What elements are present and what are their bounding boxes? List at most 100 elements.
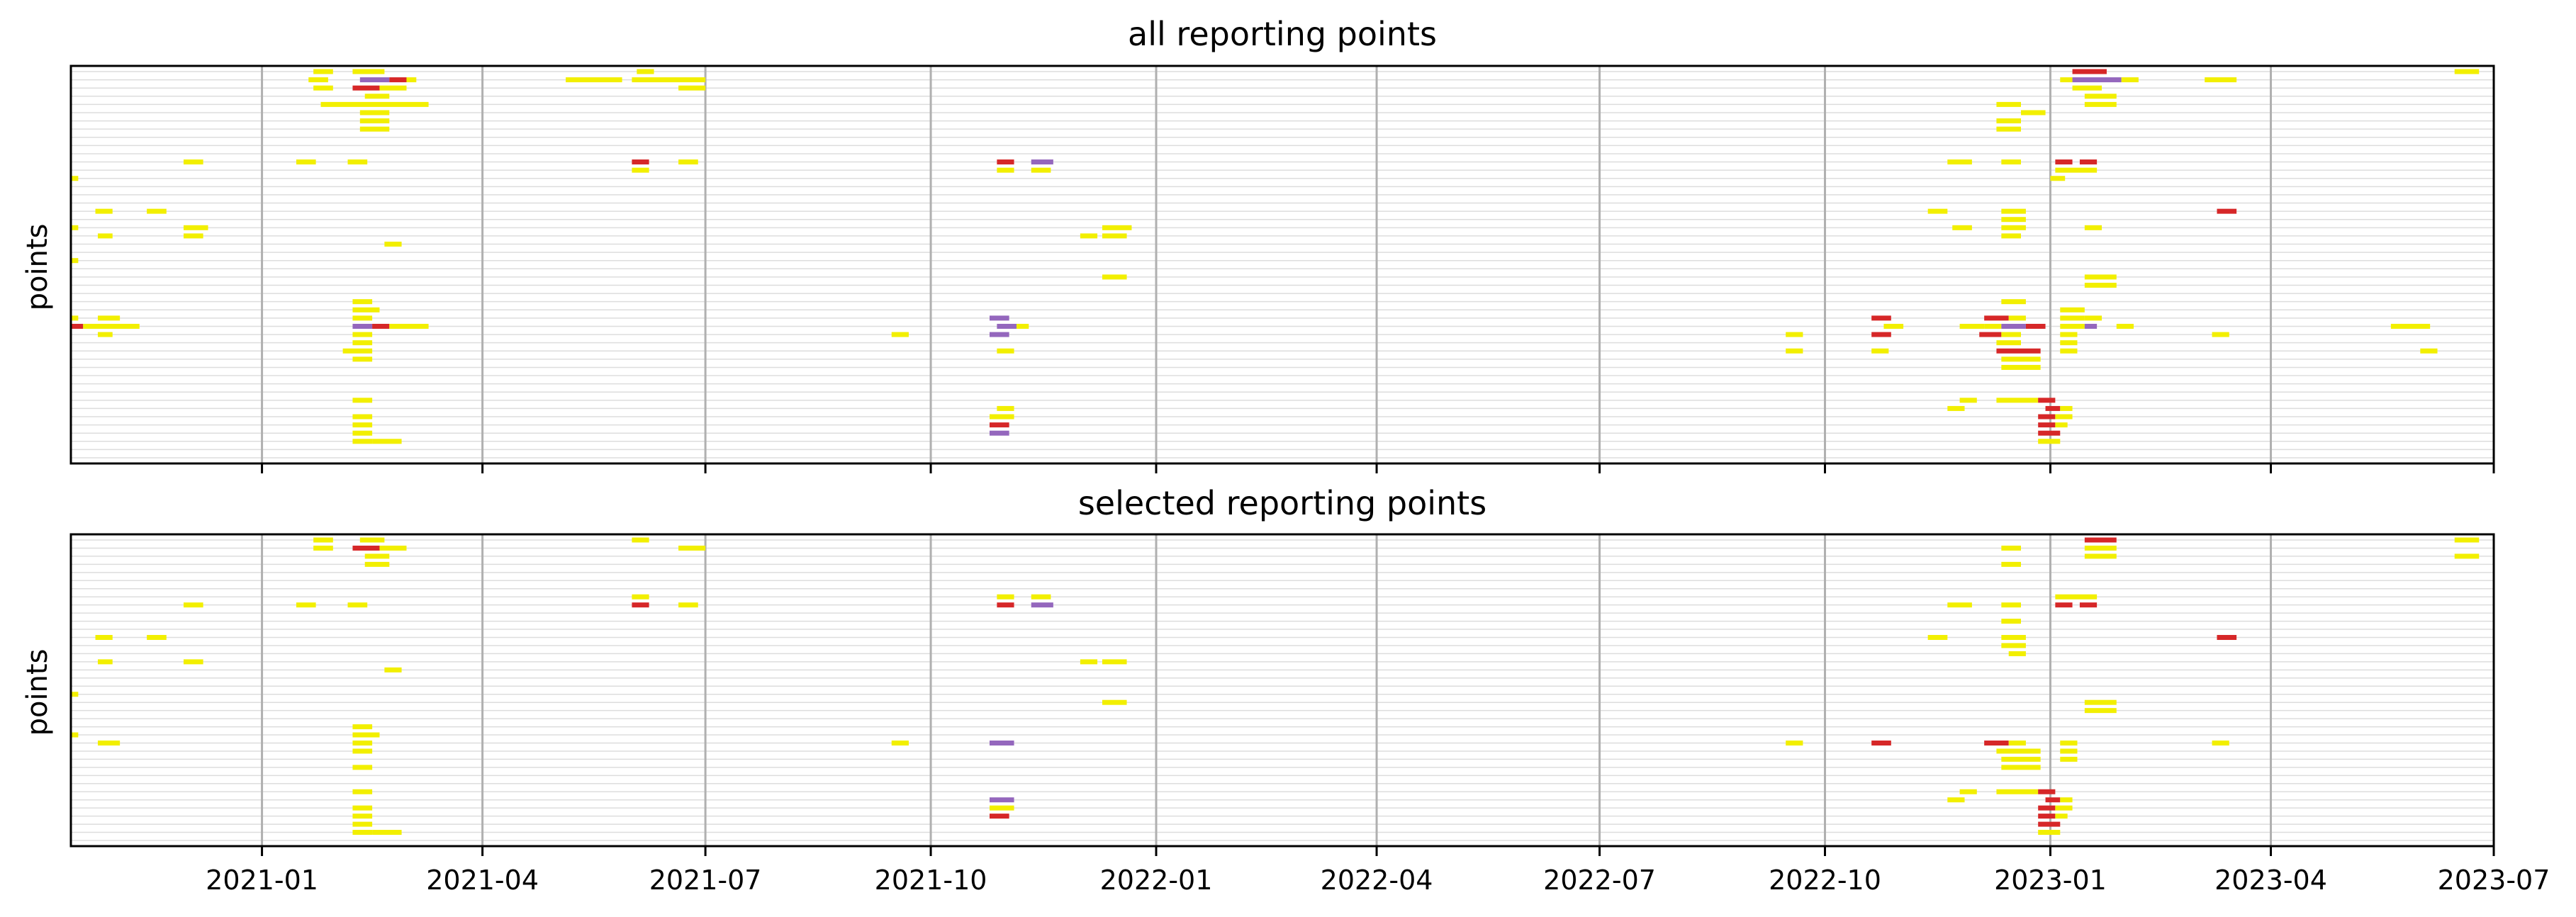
segment-bar: [389, 323, 429, 329]
segment-bar: [2055, 422, 2068, 428]
segment-bar: [2038, 439, 2061, 444]
segment-bar: [1947, 405, 1965, 411]
segment-bar: [891, 740, 909, 746]
segment-bar: [2001, 299, 2026, 305]
segment-bar: [71, 692, 79, 697]
segment-bar: [990, 414, 1014, 420]
x-tick-label: 2022-01: [1100, 865, 1213, 896]
segment-bar: [2038, 789, 2056, 794]
segment-bar: [2038, 430, 2061, 436]
segment-bar: [1786, 348, 1803, 354]
segment-bar: [2060, 348, 2078, 354]
segment-bar: [2055, 414, 2073, 420]
segment-bar: [320, 101, 429, 107]
segment-bar: [1947, 602, 1972, 608]
segment-bar: [2084, 323, 2098, 329]
ylabel-selected: points: [21, 649, 54, 736]
segment-bar: [990, 332, 1009, 337]
segment-bar: [352, 830, 373, 836]
segment-bar: [352, 805, 373, 811]
segment-bar: [352, 307, 380, 313]
segment-bar: [1996, 398, 2039, 403]
segment-bar: [147, 208, 167, 214]
segment-bar: [678, 602, 698, 608]
segment-bar: [2205, 77, 2237, 83]
segment-bar: [2084, 315, 2102, 321]
segment-bar: [2060, 340, 2078, 346]
segment-bar: [372, 439, 402, 444]
segment-bar: [2116, 323, 2134, 329]
segment-bar: [2217, 635, 2237, 641]
segment-bar: [2060, 307, 2085, 313]
segment-bar: [2084, 545, 2117, 551]
segment-bar: [2001, 217, 2026, 223]
segment-bar: [1871, 315, 1891, 321]
segment-bar: [1786, 332, 1803, 337]
segment-bar: [1102, 274, 1127, 280]
segment-bar: [352, 422, 373, 428]
segment-bar: [2060, 740, 2078, 746]
x-tick-label: 2021-07: [649, 865, 762, 896]
segment-bar: [997, 323, 1017, 329]
x-tick-label: 2023-07: [2438, 865, 2550, 896]
segment-bar: [2060, 315, 2085, 321]
segment-bar: [2084, 225, 2102, 230]
segment-bar: [352, 789, 373, 794]
segments-all: [71, 69, 2480, 444]
segment-bar: [2001, 602, 2021, 608]
segment-bar: [2060, 405, 2073, 411]
panel-all-reporting-points: all reporting points points: [21, 15, 2495, 473]
segment-bar: [379, 85, 407, 91]
segment-bar: [1080, 659, 1098, 665]
x-ticks-all: [261, 463, 2495, 473]
segment-bar: [2060, 756, 2078, 762]
segment-bar: [364, 561, 390, 567]
segment-bar: [2121, 77, 2139, 83]
segment-bar: [990, 797, 1014, 803]
segment-bar: [1996, 126, 2021, 132]
segment-bar: [997, 602, 1014, 608]
segment-bar: [1996, 789, 2039, 794]
row-grid-selected: [71, 539, 2494, 841]
segment-bar: [2038, 414, 2056, 420]
segment-bar: [632, 602, 649, 608]
segment-bar: [637, 69, 654, 74]
segment-bar: [2038, 830, 2061, 836]
panel-selected-reporting-points: selected reporting points points: [21, 484, 2495, 856]
segment-bar: [2079, 602, 2098, 608]
segment-bar: [2008, 740, 2026, 746]
segment-bar: [2055, 814, 2068, 819]
segment-bar: [2001, 545, 2021, 551]
segment-bar: [2060, 332, 2078, 337]
segment-bar: [1996, 748, 2041, 754]
segment-bar: [632, 159, 649, 165]
segment-bar: [71, 258, 79, 264]
segment-bar: [2001, 619, 2021, 624]
segment-bar: [1984, 740, 2009, 746]
segment-bar: [183, 659, 203, 665]
segment-bar: [1927, 208, 1948, 214]
segment-bar: [2420, 348, 2438, 354]
segment-bar: [352, 545, 380, 551]
segment-bar: [364, 94, 390, 99]
segment-bar: [2020, 110, 2046, 116]
segment-bar: [379, 545, 407, 551]
segment-bar: [2025, 323, 2046, 329]
segment-bar: [2001, 332, 2021, 337]
segment-bar: [2038, 422, 2056, 428]
segment-bar: [632, 594, 649, 600]
segment-bar: [183, 225, 208, 230]
segment-bar: [1017, 323, 1029, 329]
segment-bar: [364, 553, 390, 559]
segment-bar: [342, 348, 373, 354]
segment-bar: [1947, 797, 1965, 803]
segment-bar: [632, 537, 649, 543]
x-tick-label: 2021-10: [875, 865, 987, 896]
segment-bar: [352, 430, 373, 436]
segment-bar: [2050, 176, 2066, 181]
x-tick-label: 2021-04: [426, 865, 539, 896]
segment-bar: [997, 159, 1014, 165]
segment-bar: [352, 299, 373, 305]
segment-bar: [2084, 94, 2117, 99]
